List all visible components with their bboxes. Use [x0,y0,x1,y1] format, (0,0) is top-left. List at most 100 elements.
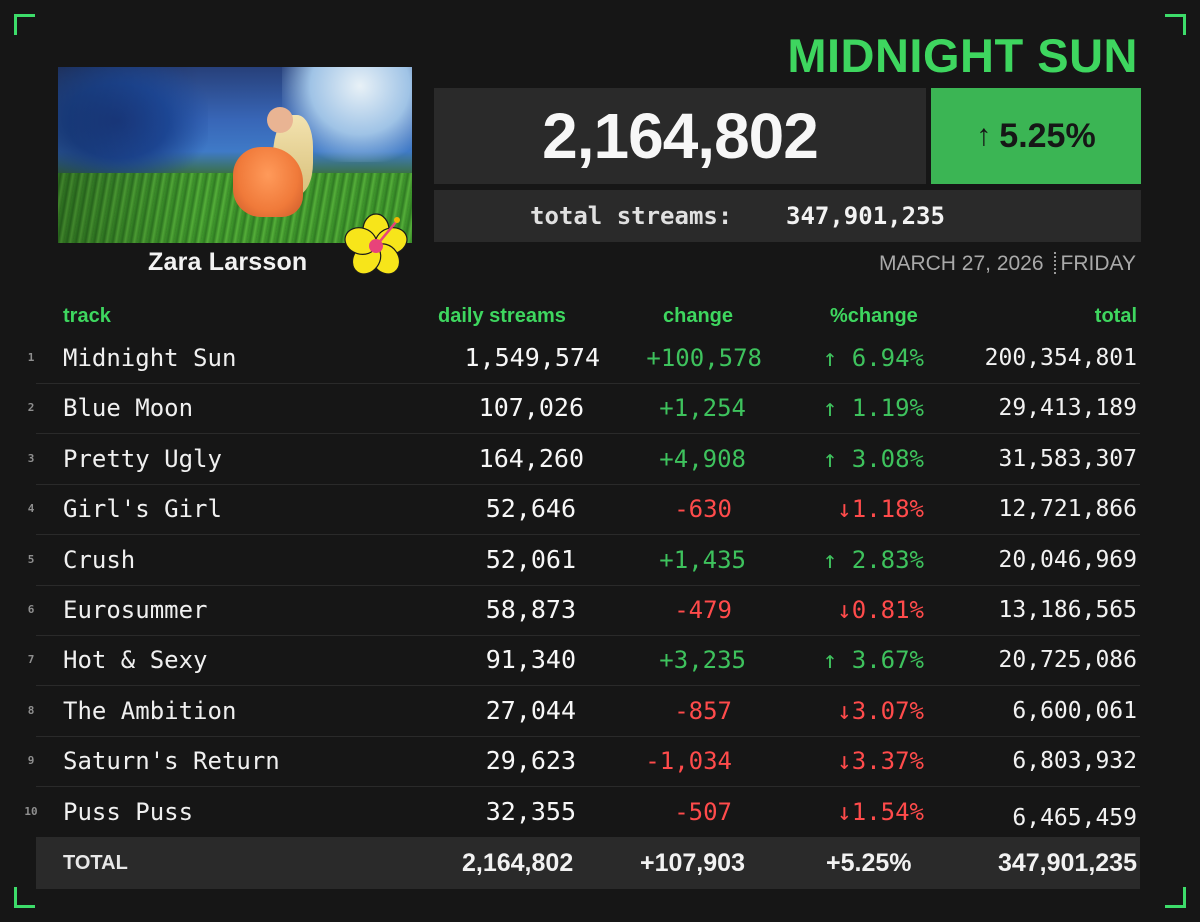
up-arrow-icon: ↑ [822,344,838,372]
percent-change: ↓1.54% [837,787,924,837]
track-name: Puss Puss [63,797,194,826]
column-header-track: track [63,305,111,327]
daily-streams: 32,355 [485,796,576,826]
track-name: Crush [63,545,136,574]
track-total: 6,600,061 [1012,697,1137,724]
row-rank: 10 [24,804,38,818]
daily-change: +3,235 [659,646,746,675]
percent-change-value: 3.07% [851,696,924,725]
daily-streams: 107,026 [478,393,584,423]
total-streams-value: 347,901,235 [786,202,945,230]
track-total: 29,413,189 [998,395,1137,422]
song-title: MIDNIGHT SUN [787,29,1138,82]
percent-change: ↑ 3.08% [823,434,924,484]
track-name: Midnight Sun [63,344,237,372]
row-rank: 3 [27,451,35,465]
daily-change: +1,435 [659,545,746,574]
percent-change-value: 0.81% [851,596,924,624]
table-row[interactable]: 6 Eurosummer 58,873 -479 ↓0.81% 13,186,565 [28,585,1140,636]
daily-change: +4,908 [659,444,746,473]
percent-change-value: 1.18% [851,495,924,524]
percent-change: ↑ 1.19% [823,383,924,433]
daily-streams: 29,623 [485,746,576,776]
table-row[interactable]: 2 Blue Moon 107,026 +1,254 ↑ 1.19% 29,413,189 [28,383,1140,435]
corner-bracket-top-left [14,14,35,35]
percent-change-value: 5.25% [999,116,1096,155]
row-rank: 2 [27,401,35,415]
daily-streams-panel: 2,164,802 [434,88,926,184]
percent-change: ↑ 6.94% [823,333,924,383]
down-arrow-icon: ↓ [837,797,852,826]
percent-change-value: 1.19% [837,394,924,423]
daily-streams: 52,646 [485,494,576,524]
percent-change: ↓0.81% [837,585,924,635]
daily-change: -507 [674,797,732,826]
track-name: Pretty Ugly [63,444,222,473]
percent-change-value: 3.67% [837,646,924,675]
row-rank: 1 [27,351,35,364]
totals-row: TOTAL 2,164,802 +107,903 +5.25% 347,901,… [36,837,1140,889]
table-row[interactable]: 9 Saturn's Return 29,623 -1,034 ↓3.37% 6,803,… [28,736,1140,788]
row-rank: 7 [27,653,35,667]
weekday-text: FRIDAY [1060,252,1136,275]
percent-change-value: 1.54% [851,797,924,826]
cover-tree [58,67,208,187]
table-row[interactable]: 3 Pretty Ugly 164,260 +4,908 ↑ 3.08% 31,583,3… [28,434,1140,485]
column-header-percent-change: %change [830,305,918,327]
daily-streams: 58,873 [485,595,576,624]
column-header-change: change [663,305,734,327]
table-row[interactable]: 10 Puss Puss 32,355 -507 ↓1.54% 6,465,459 [24,787,1140,838]
table-row[interactable]: 1 Midnight Sun 1,549,574 +100,578 ↑ 6.94% 200… [28,333,1140,384]
daily-streams: 164,260 [478,443,584,473]
percent-change-value: 6.94% [837,344,924,372]
daily-change: +1,254 [659,394,746,423]
cover-shade [58,67,412,243]
percent-change: ↑ 3.67% [823,635,924,685]
track-total: 6,465,459 [1012,804,1137,831]
percent-change: ↓3.07% [837,686,924,736]
track-total: 6,803,932 [1012,748,1137,775]
percent-change-value: 3.08% [837,444,924,473]
table-row[interactable]: 8 The Ambition 27,044 -857 ↓3.07% 6,600,061 [28,686,1140,737]
row-rank: 5 [27,552,35,566]
cover-figure-head [267,107,293,133]
percent-change: ↓3.37% [837,736,924,786]
column-header-daily-streams: daily streams [438,305,566,327]
down-arrow-icon: ↓ [837,596,852,624]
table-row[interactable]: 4 Girl's Girl 52,646 -630 ↓1.18% 12,721,866 [28,484,1140,536]
daily-streams: 27,044 [485,695,576,725]
up-arrow-icon: ↑ [976,119,992,152]
totals-total: 347,901,235 [997,849,1137,877]
daily-streams-total: 2,164,802 [542,100,819,172]
totals-label: TOTAL [63,852,128,874]
row-rank: 6 [27,603,35,616]
row-rank: 9 [27,754,35,768]
total-streams-bar: total streams: 347,901,235 [434,190,1141,242]
up-arrow-icon: ↑ [822,646,838,675]
daily-streams: 52,061 [485,544,576,574]
table-row[interactable]: 7 Hot & Sexy 91,340 +3,235 ↑ 3.67% 20,725,086 [28,635,1140,687]
totals-daily: 2,164,802 [462,849,574,877]
corner-bracket-bottom-right [1165,887,1186,908]
hibiscus-flower-icon [344,213,408,275]
down-arrow-icon: ↓ [837,696,852,725]
totals-change: +107,903 [640,849,745,877]
date-separator [1053,252,1056,274]
track-total: 20,725,086 [998,647,1137,674]
row-rank: 8 [27,703,35,717]
daily-change: -1,034 [645,747,732,776]
track-name: The Ambition [63,696,237,725]
track-name: Girl's Girl [63,495,222,524]
daily-change: -479 [674,596,732,624]
down-arrow-icon: ↓ [837,747,852,776]
percent-change-value: 2.83% [837,545,924,574]
down-arrow-icon: ↓ [837,495,852,524]
cover-figure [233,107,313,227]
percent-change-badge: ↑ 5.25% [931,88,1141,184]
percent-change: ↓1.18% [837,484,924,534]
table-row[interactable]: 5 Crush 52,061 +1,435 ↑ 2.83% 20,046,969 [28,535,1140,586]
up-arrow-icon: ↑ [822,545,838,574]
track-total: 200,354,801 [984,345,1137,371]
up-arrow-icon: ↑ [822,444,838,473]
track-name: Eurosummer [63,596,208,624]
